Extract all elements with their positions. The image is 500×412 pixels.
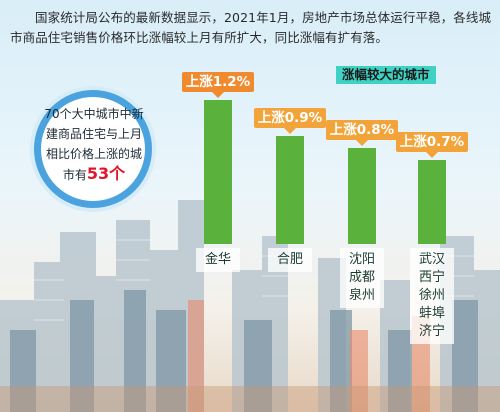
city-name: 成都 [348, 270, 375, 285]
chart-title: 涨幅较大的城市 [336, 66, 436, 84]
bar-2 [276, 136, 304, 244]
city-name: 泉州 [348, 288, 375, 303]
bar-value-label: 上涨0.7% [396, 132, 468, 158]
bar-1 [204, 100, 232, 244]
bar-category-label: 武汉西宁徐州蚌埠济宁 [410, 248, 454, 344]
summary-text: 70个大中城市中新建商品住宅与上月相比价格上涨的城市有53个 [42, 104, 146, 185]
bar-3 [348, 148, 376, 244]
bar-category-label: 沈阳 成都 泉州 [340, 248, 384, 308]
headline-text: 国家统计局公布的最新数据显示，2021年1月，房地产市场总体运行平稳，各线城市商… [10, 10, 492, 45]
city-name: 金华 [204, 252, 231, 267]
bar-value-label: 上涨1.2% [182, 72, 254, 98]
summary-label: 70个大中城市中新建商品住宅与上月相比价格上涨的城市有 [44, 107, 144, 182]
city-name: 蚌埠 [418, 306, 445, 321]
bar-value-label: 上涨0.8% [326, 120, 398, 146]
bar-category-label: 金华 [196, 248, 240, 272]
summary-circle [34, 90, 152, 208]
bar-value-label: 上涨0.9% [254, 108, 326, 134]
city-name: 徐州 [418, 288, 445, 303]
summary-count: 53个 [86, 164, 126, 183]
bar-4 [418, 160, 446, 244]
city-name: 沈阳 [348, 252, 375, 267]
city-name: 济宁 [418, 324, 445, 339]
city-name: 合肥 [276, 252, 303, 267]
bar-category-label: 合肥 [268, 248, 312, 272]
city-name: 武汉 [418, 252, 445, 267]
city-name: 西宁 [418, 270, 445, 285]
